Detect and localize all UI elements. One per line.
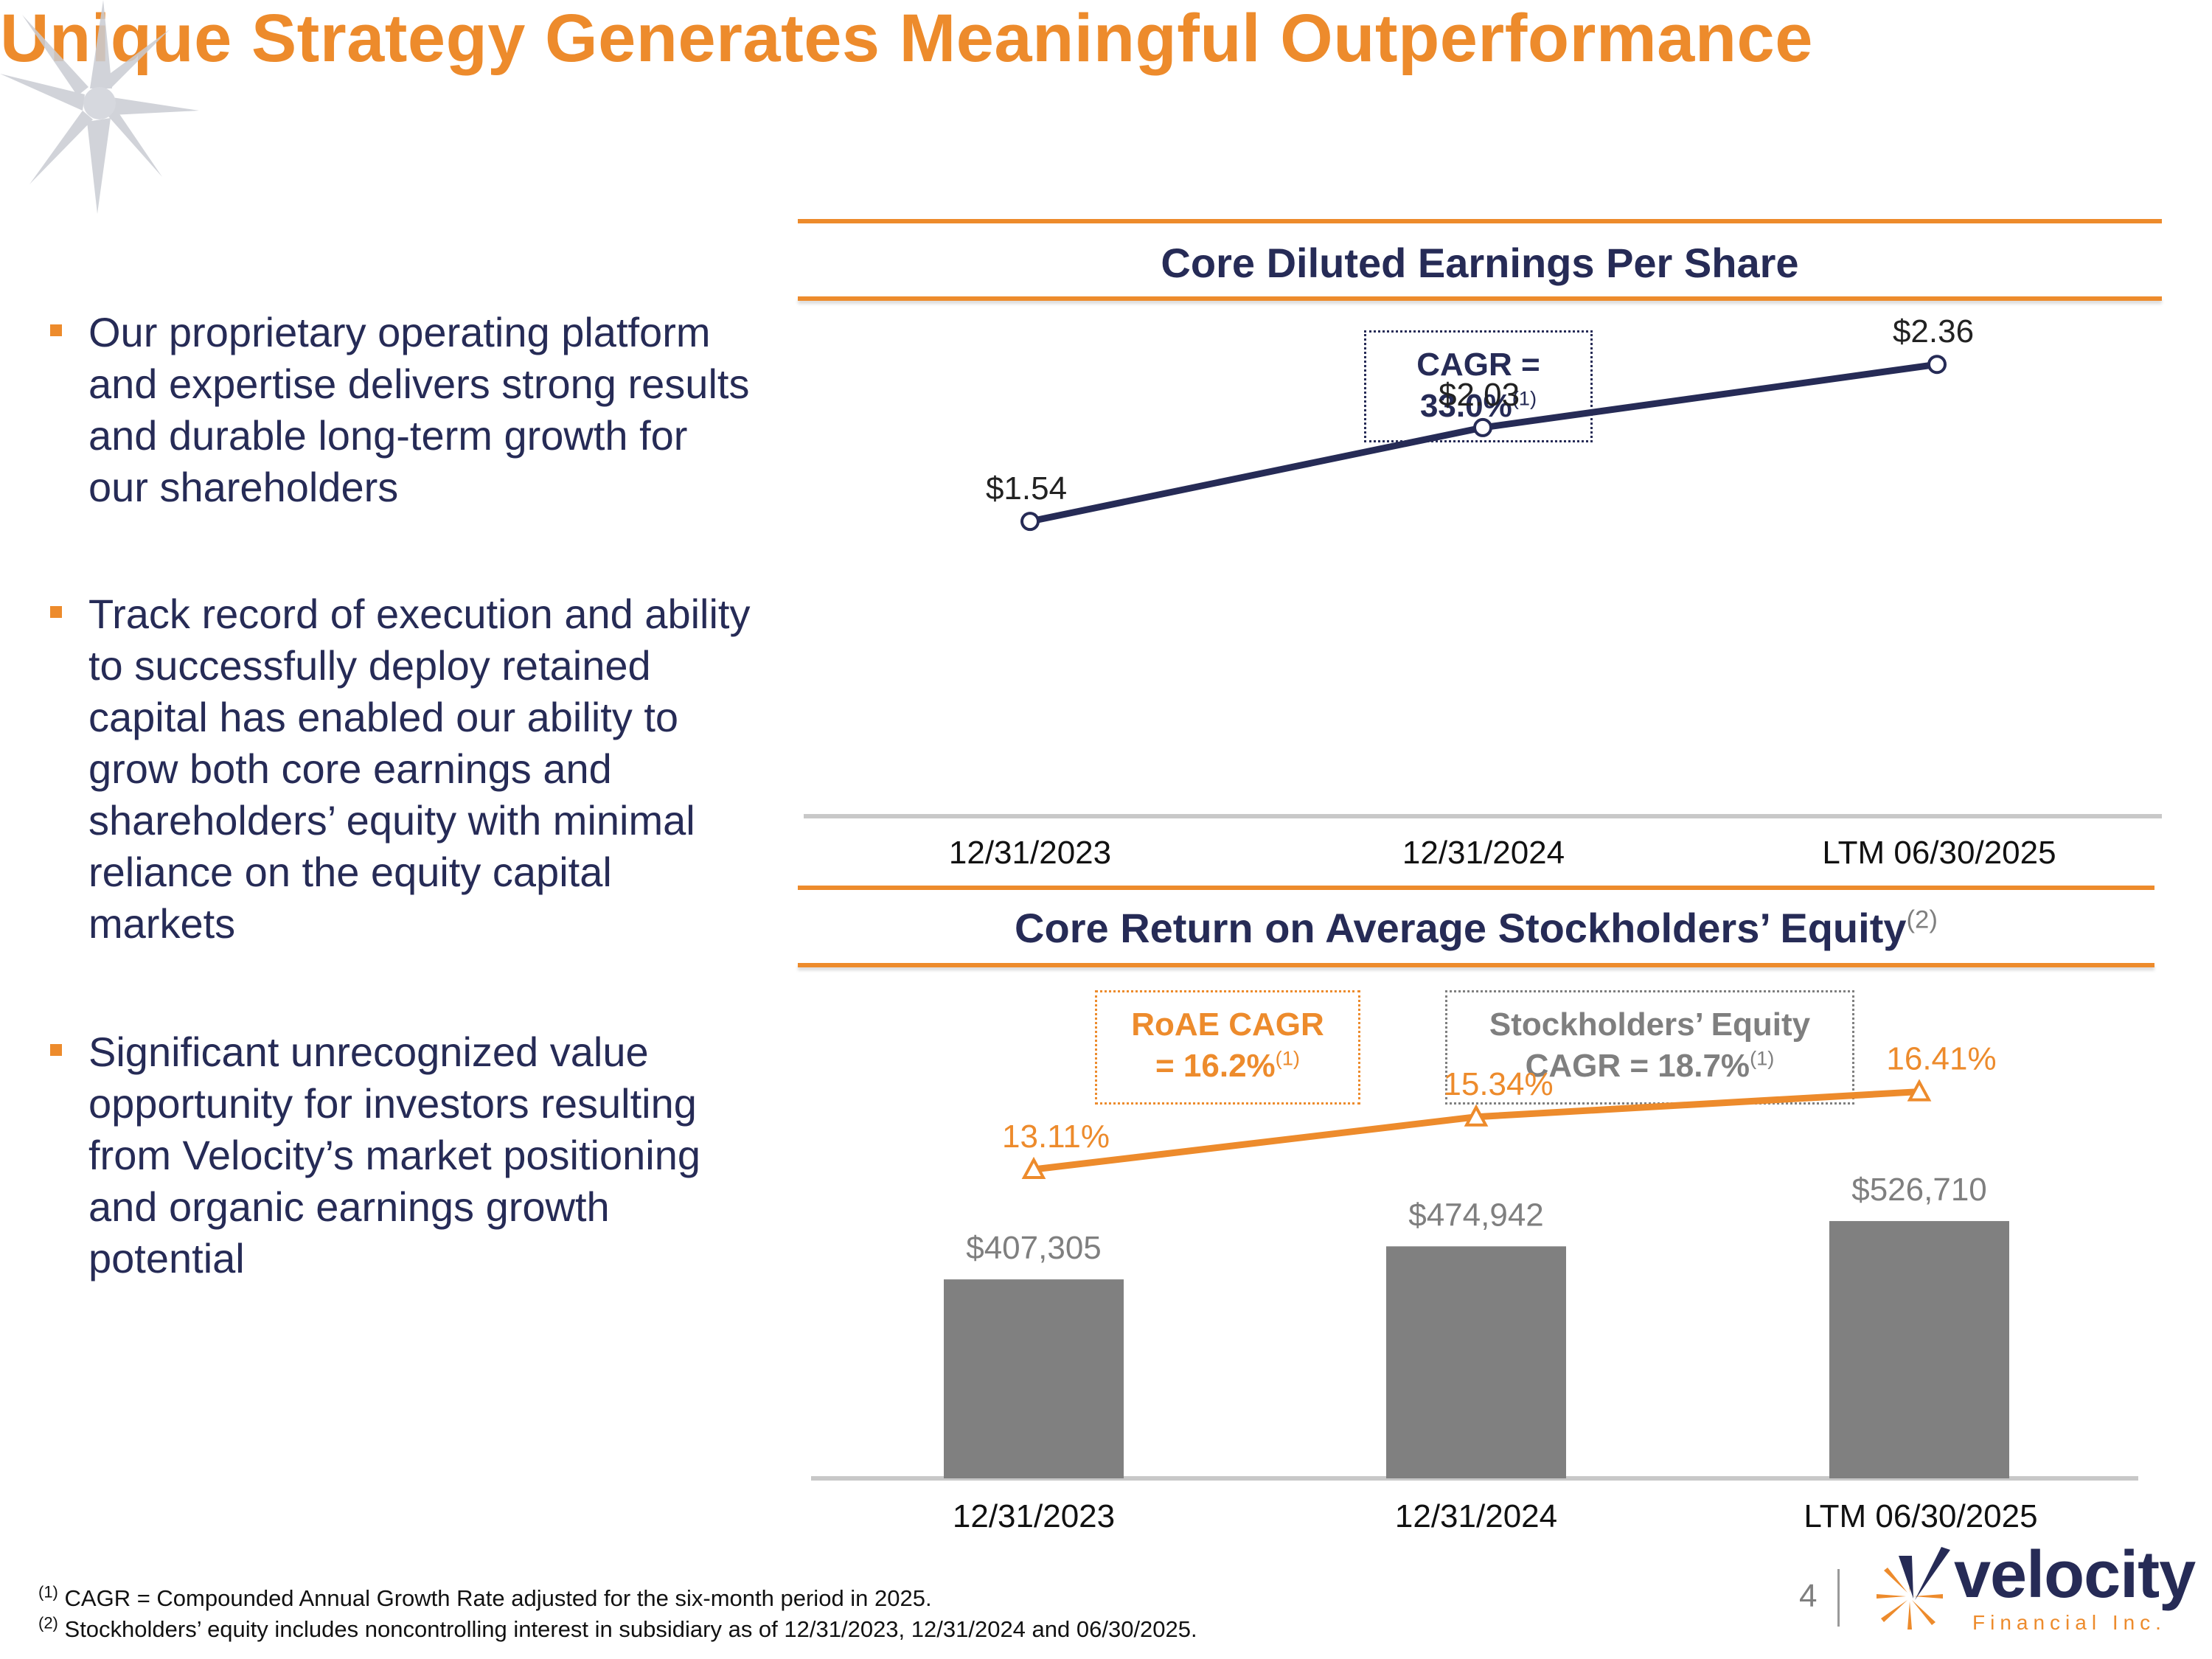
bullet-marker	[50, 324, 62, 336]
velocity-logo-wordmark: velocity	[1954, 1538, 2196, 1612]
roae-data-label: 16.41%	[1886, 1041, 1996, 1077]
equity-cagr-footnote-ref: (1)	[1750, 1046, 1775, 1070]
roae-cagr-line1: RoAE CAGR	[1131, 1006, 1324, 1043]
bullet-item: Track record of execution and ability to…	[46, 588, 754, 950]
equity-data-label: $407,305	[966, 1230, 1102, 1266]
page-divider	[1837, 1569, 1840, 1627]
eps-cagr-box: CAGR = 33.0%(1)	[1364, 330, 1593, 442]
equity-bar	[944, 1279, 1124, 1478]
eps-data-label: $2.03	[1439, 377, 1520, 413]
velocity-logo-tagline: Financial Inc.	[1972, 1611, 2166, 1634]
eps-data-label: $1.54	[986, 470, 1067, 507]
roae-cagr-box: RoAE CAGR = 16.2%(1)	[1095, 990, 1360, 1105]
chart1-top-rule	[798, 219, 2162, 223]
velocity-logo-star-icon	[1877, 1547, 1950, 1630]
equity-data-label: $474,942	[1408, 1197, 1544, 1233]
roae-data-label: 15.34%	[1443, 1066, 1553, 1102]
equity-bar	[1386, 1246, 1566, 1478]
page-number: 4	[1799, 1578, 1818, 1614]
footnote-2: (2) Stockholders’ equity includes noncon…	[38, 1613, 1197, 1642]
bullet-item: Our proprietary operating platform and e…	[46, 307, 754, 513]
equity-cagr-line1: Stockholders’ Equity	[1489, 1006, 1811, 1043]
equity-data-label: $526,710	[1851, 1172, 1987, 1208]
page-title: Unique Strategy Generates Meaningful Out…	[0, 1, 1813, 76]
bullet-text: Our proprietary operating platform and e…	[88, 309, 750, 510]
roae-tick-label: LTM 06/30/2025	[1804, 1498, 2038, 1534]
chart2-title: Core Return on Average Stockholders’ Equ…	[1015, 905, 1938, 951]
roae-point	[1907, 1079, 1932, 1102]
chart2-top-rule	[798, 886, 2154, 890]
footnote-1: (1) CAGR = Compounded Annual Growth Rate…	[38, 1582, 932, 1611]
roae-tick-label: 12/31/2024	[1394, 1498, 1558, 1534]
chart1-bottom-rule	[798, 296, 2162, 301]
bullet-marker	[50, 1044, 62, 1056]
roae-cagr-value: = 16.2%	[1155, 1048, 1276, 1084]
bullet-text: Significant unrecognized value opportuni…	[88, 1029, 700, 1281]
equity-bar	[1829, 1221, 2009, 1478]
roae-point	[1464, 1104, 1489, 1127]
roae-line	[1033, 1088, 1920, 1173]
eps-tick-label: 12/31/2024	[1402, 835, 1565, 871]
eps-point	[1927, 355, 1947, 375]
compass-star-icon	[0, 0, 199, 214]
chart2-footnote-ref: (2)	[1906, 905, 1938, 934]
eps-point	[1020, 512, 1040, 532]
bullet-text: Track record of execution and ability to…	[88, 591, 751, 947]
eps-data-label: $2.36	[1893, 313, 1974, 349]
chart2-bottom-rule	[798, 963, 2154, 967]
roae-data-label: 13.11%	[1002, 1119, 1110, 1155]
bullet-marker	[50, 606, 62, 618]
chart1-title: Core Diluted Earnings Per Share	[1161, 240, 1799, 286]
equity-cagr-box: Stockholders’ Equity CAGR = 18.7%(1)	[1445, 990, 1854, 1105]
eps-tick-label: 12/31/2023	[948, 835, 1112, 871]
roae-tick-label: 12/31/2023	[952, 1498, 1116, 1534]
equity-cagr-value: CAGR = 18.7%	[1525, 1048, 1750, 1084]
eps-cagr-value: 33.0%	[1419, 388, 1512, 424]
eps-tick-label: LTM 06/30/2025	[1822, 835, 2056, 871]
eps-point	[1473, 417, 1492, 437]
eps-cagr-footnote-ref: (1)	[1512, 386, 1537, 410]
roae-point	[1021, 1156, 1046, 1180]
roae-cagr-footnote-ref: (1)	[1275, 1046, 1300, 1070]
bullet-item: Significant unrecognized value opportuni…	[46, 1026, 754, 1284]
eps-cagr-line1: CAGR =	[1416, 347, 1540, 383]
